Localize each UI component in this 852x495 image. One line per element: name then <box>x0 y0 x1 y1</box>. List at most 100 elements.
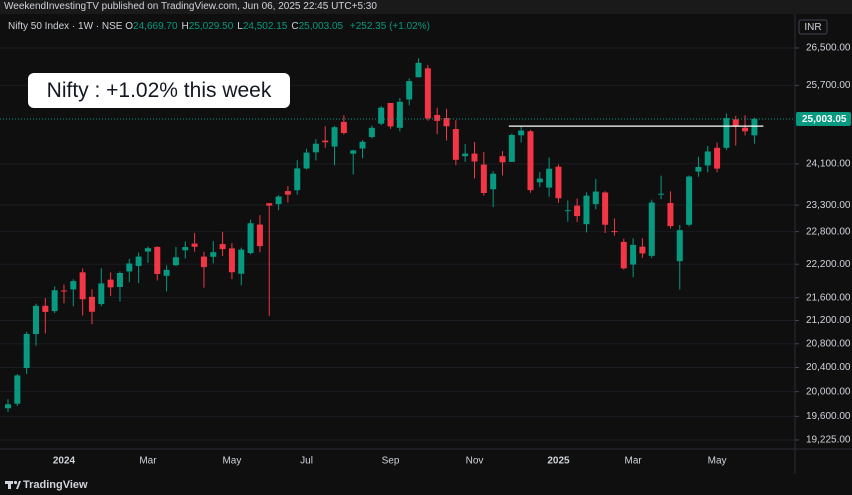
candle-body <box>340 121 347 133</box>
candle-body <box>98 283 105 305</box>
y-tick-label: 19,225.00 <box>806 435 851 446</box>
candle-body <box>359 141 366 149</box>
candle-body <box>191 243 198 247</box>
candle-body <box>51 290 58 312</box>
candle-body <box>172 257 179 266</box>
ohlc-key: H <box>181 21 189 32</box>
candle-body <box>322 140 329 143</box>
candle-body <box>247 223 254 254</box>
ohlc: O24,669.70 H25,029.50 L24,502.15 C25,003.05 <box>125 21 347 32</box>
candle-body <box>686 176 693 225</box>
candle-body <box>378 107 385 124</box>
candle-body <box>219 244 226 250</box>
x-tick-label: May <box>708 456 727 467</box>
candle-body <box>60 290 67 292</box>
candle-body <box>462 153 469 157</box>
candle-body <box>368 127 375 137</box>
candle-body <box>42 305 49 312</box>
y-tick-label: 22,800.00 <box>806 226 851 237</box>
candle-body <box>602 192 609 225</box>
legend: Nifty 50 Index · 1W · NSE O24,669.70 H25,… <box>8 21 434 32</box>
last-price-label: 25,003.05 <box>802 114 847 125</box>
candle-body <box>107 279 114 288</box>
candle-body <box>676 230 683 262</box>
candle-body <box>163 269 170 276</box>
y-tick-label: 26,500.00 <box>806 43 851 54</box>
candle-body <box>658 193 665 195</box>
x-tick-label: May <box>222 456 241 467</box>
x-tick-label: Mar <box>139 456 157 467</box>
candle-body <box>182 247 189 251</box>
candle-body <box>527 131 534 191</box>
candle-body <box>480 164 487 193</box>
symbol: Nifty 50 Index · 1W · NSE <box>8 21 123 32</box>
candle-body <box>574 205 581 217</box>
candle-body <box>555 166 562 199</box>
candle-body <box>508 134 515 162</box>
candle-body <box>79 272 86 300</box>
y-tick-label: 24,100.00 <box>806 159 851 170</box>
candle-body <box>434 114 441 121</box>
candle-body <box>639 246 646 254</box>
candle-body <box>284 191 291 195</box>
candle-body <box>200 256 207 268</box>
candle-body <box>387 102 394 127</box>
candle-body <box>396 101 403 128</box>
candle-body <box>256 224 263 247</box>
currency: INR <box>804 22 821 33</box>
candle-body <box>126 263 133 272</box>
candle-body <box>32 305 39 335</box>
x-tick-label: Nov <box>466 456 484 467</box>
y-tick-label: 20,400.00 <box>806 362 851 373</box>
candle-body <box>732 119 739 127</box>
candle-body <box>536 178 543 183</box>
candle-body <box>648 202 655 256</box>
candle-body <box>443 118 450 127</box>
candle-body <box>723 118 730 148</box>
candle-body <box>210 252 217 257</box>
y-tick-label: 25,700.00 <box>806 80 851 91</box>
candle-body <box>620 241 627 269</box>
candle-body <box>294 168 301 191</box>
last-price-box <box>796 111 851 126</box>
candle-body <box>23 333 30 369</box>
plot <box>0 47 795 441</box>
y-tick-label: 22,200.00 <box>806 259 851 270</box>
candle-body <box>471 153 478 162</box>
candle-body <box>424 68 431 119</box>
publish-bar <box>0 0 852 14</box>
y-tick-label: 21,600.00 <box>806 292 851 303</box>
ohlc-value: 24,669.70 <box>133 21 178 32</box>
y-tick-label: 20,000.00 <box>806 386 851 397</box>
candle-body <box>415 62 422 78</box>
candle-body <box>452 129 459 160</box>
candle-body <box>704 151 711 166</box>
candle-body <box>406 81 413 100</box>
y-tick-label: 19,600.00 <box>806 411 851 422</box>
x-tick-label: Mar <box>624 456 642 467</box>
candle-body <box>303 152 310 169</box>
candle-body <box>144 248 151 252</box>
brand: TradingView <box>23 479 88 491</box>
y-tick-label: 20,800.00 <box>806 338 851 349</box>
candle-body <box>751 118 758 136</box>
candle-body <box>518 130 525 136</box>
x-tick-label: 2025 <box>547 456 570 467</box>
candle-body <box>630 244 637 265</box>
candle-body <box>5 404 11 409</box>
candle-body <box>14 375 21 404</box>
candle-body <box>312 143 319 153</box>
candle-body <box>331 127 338 147</box>
currency-box <box>798 19 828 35</box>
footer <box>0 474 852 495</box>
y-tick-label: 23,300.00 <box>806 200 851 211</box>
candle-body <box>583 195 590 225</box>
candle-body <box>695 167 702 172</box>
candle-body <box>490 173 497 190</box>
candle-body <box>742 127 749 132</box>
ohlc-key: O <box>125 21 134 32</box>
tv-logo <box>5 480 21 489</box>
candle-body <box>564 210 571 212</box>
